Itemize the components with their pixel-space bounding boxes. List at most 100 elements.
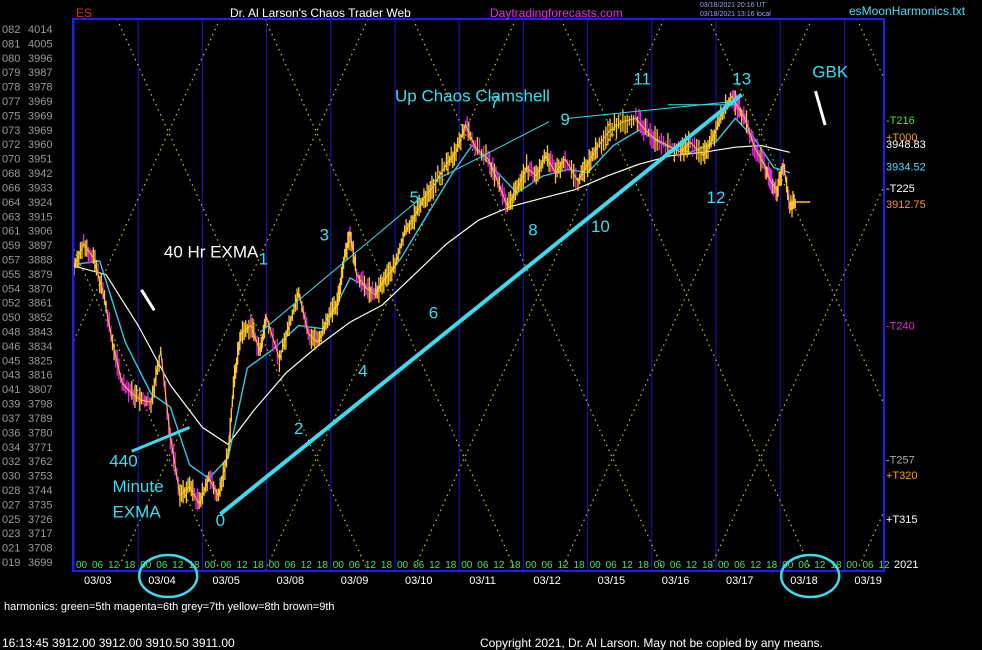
y-tick-price: 3825 <box>28 355 52 367</box>
annotation-text: EXMA <box>113 502 162 521</box>
y-tick-index: 023 <box>2 528 20 540</box>
y-tick-price: 3942 <box>28 168 52 180</box>
x-hour-label: 06 <box>542 560 554 571</box>
y-tick-index: 048 <box>2 327 20 339</box>
x-hour-label: 18 <box>766 560 778 571</box>
x-hour-label: 06 <box>477 560 489 571</box>
wave-label: 3 <box>320 226 329 245</box>
x-hour-label: 18 <box>253 560 265 571</box>
y-tick-index: 059 <box>2 240 20 252</box>
y-tick-index: 073 <box>2 125 20 137</box>
x-hour-label: 18 <box>702 560 714 571</box>
right-level-label: +T320 <box>886 470 918 482</box>
y-tick-index: 021 <box>2 543 20 555</box>
y-tick-index: 081 <box>2 38 20 50</box>
annotation-lines <box>131 90 827 516</box>
y-tick-index: 052 <box>2 298 20 310</box>
symbol-label: ES <box>76 6 92 20</box>
wave-label: 7 <box>490 93 499 112</box>
time-grid <box>73 19 845 571</box>
y-tick-price: 3969 <box>28 110 52 122</box>
x-hour-label: 18 <box>445 560 457 571</box>
annotation-text: GBK <box>812 63 849 82</box>
site-link[interactable]: Daytradingforecasts.com <box>490 6 623 20</box>
y-tick-index: 037 <box>2 413 20 425</box>
x-hour-label: 00 <box>525 560 537 571</box>
x-day-label: 03/10 <box>405 575 433 587</box>
y-tick-index: 078 <box>2 82 20 94</box>
y-tick-price: 4005 <box>28 38 52 50</box>
y-tick-index: 046 <box>2 341 20 353</box>
copyright-notice: Copyright 2021, Dr. Al Larson. May not b… <box>480 636 823 650</box>
right-level-label: -T216 <box>886 115 915 127</box>
right-level-label: -T225 <box>886 183 915 195</box>
y-tick-index: 070 <box>2 154 20 166</box>
x-year-label: 2021 <box>894 559 918 571</box>
harmonic-line <box>708 19 884 406</box>
y-tick-index: 057 <box>2 255 20 267</box>
x-hour-label: 00 <box>76 560 88 571</box>
y-tick-price: 3861 <box>28 298 52 310</box>
x-day-label: 03/16 <box>662 575 690 587</box>
y-tick-index: 080 <box>2 53 20 65</box>
support-trendline <box>219 92 743 516</box>
local-timestamp: 03/18/2021 13:16 local <box>700 11 771 18</box>
circled-day <box>779 553 841 599</box>
harmonic-line <box>412 19 665 571</box>
y-tick-index: 061 <box>2 226 20 238</box>
ema-pointer <box>131 426 191 453</box>
time-axis: 00 06 12 18 03/03 00 06 12 18 03/04 00 06 12 18 03/05 0… <box>76 553 918 599</box>
x-hour-label: 00 <box>846 560 858 571</box>
x-day-label: 03/12 <box>533 575 561 587</box>
y-tick-index: 075 <box>2 110 20 122</box>
x-hour-label: 06 <box>670 560 682 571</box>
y-tick-price: 3699 <box>28 557 52 569</box>
chart-title: Dr. Al Larson's Chaos Trader Web <box>230 6 411 20</box>
y-tick-price: 3960 <box>28 139 52 151</box>
y-tick-index: 066 <box>2 183 20 195</box>
x-hour-label: 06 <box>156 560 168 571</box>
y-tick-price: 3978 <box>28 82 52 94</box>
wave-label: 11 <box>633 69 651 88</box>
y-tick-price: 3807 <box>28 384 52 396</box>
wave-label: 10 <box>591 217 610 236</box>
y-tick-index: 025 <box>2 514 20 526</box>
x-day-label: 03/19 <box>854 575 882 587</box>
x-hour-label: 06 <box>798 560 810 571</box>
y-tick-price: 3735 <box>28 499 52 511</box>
x-hour-label: 06 <box>606 560 618 571</box>
x-hour-label: 12 <box>237 560 249 571</box>
y-tick-price: 3924 <box>28 197 52 209</box>
x-day-label: 03/03 <box>84 575 112 587</box>
file-name: esMoonHarmonics.txt <box>849 4 966 18</box>
harmonic-line <box>264 19 517 571</box>
y-tick-price: 3726 <box>28 514 52 526</box>
annotation-text: 440 <box>109 452 137 471</box>
y-tick-price: 3906 <box>28 226 52 238</box>
y-tick-price: 3753 <box>28 471 52 483</box>
y-tick-index: 082 <box>2 24 20 36</box>
clamshell-line <box>568 100 736 119</box>
price-path-line <box>73 95 797 506</box>
harmonic-line <box>73 246 221 571</box>
y-tick-index: 034 <box>2 442 20 454</box>
y-tick-index: 050 <box>2 312 20 324</box>
x-hour-label: 18 <box>574 560 586 571</box>
x-hour-label: 18 <box>509 560 521 571</box>
ema-pointer <box>140 289 156 312</box>
right-level-label: 3934.52 <box>886 162 926 174</box>
y-tick-index: 077 <box>2 96 20 108</box>
y-tick-index: 055 <box>2 269 20 281</box>
x-day-label: 03/18 <box>790 575 818 587</box>
y-tick-price: 4014 <box>28 24 52 36</box>
y-tick-index: 019 <box>2 557 20 569</box>
harmonic-lattice <box>73 19 884 571</box>
y-tick-price: 3816 <box>28 370 52 382</box>
y-tick-price: 3987 <box>28 67 52 79</box>
y-tick-index: 043 <box>2 370 20 382</box>
y-tick-index: 063 <box>2 211 20 223</box>
ut-timestamp: 03/18/2021 20:16 UT <box>700 2 766 9</box>
x-hour-label: 12 <box>814 560 826 571</box>
